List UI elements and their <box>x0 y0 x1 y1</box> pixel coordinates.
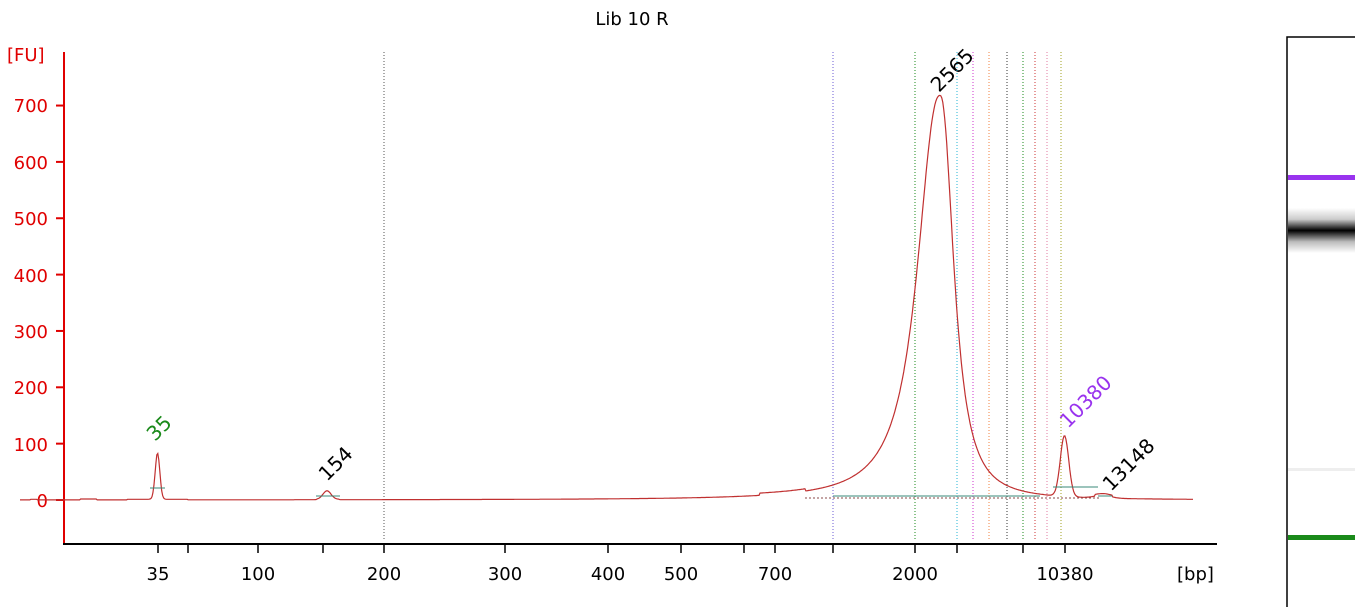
peak-label: 2565 <box>926 44 979 97</box>
signal-trace <box>20 94 1193 501</box>
x-tick-label: 700 <box>758 564 792 585</box>
y-tick-label: 400 <box>14 266 48 287</box>
y-tick-label: 500 <box>14 209 48 230</box>
y-tick-label: 600 <box>14 153 48 174</box>
x-tick-label: 400 <box>591 564 625 585</box>
y-axis-label: [FU] <box>7 45 45 66</box>
marker-lines-layer <box>383 52 1062 540</box>
gel-faint-band <box>1288 468 1355 471</box>
trace-layer <box>20 94 1193 501</box>
gel-lane <box>1286 36 1355 607</box>
x-tick-label: 35 <box>147 564 170 585</box>
y-tick-label: 200 <box>14 378 48 399</box>
gel-lower-marker-band <box>1288 535 1355 540</box>
y-tick-label: 700 <box>14 96 48 117</box>
peak-label: 10380 <box>1055 371 1117 433</box>
peak-label: 35 <box>142 411 177 446</box>
x-tick-label: 2000 <box>892 564 938 585</box>
gel-sample-band <box>1288 208 1355 253</box>
y-tick-label: 300 <box>14 322 48 343</box>
x-tick-label: 10380 <box>1036 564 1093 585</box>
x-axis-label: [bp] <box>1177 564 1214 585</box>
y-tick-label: 0 <box>37 491 48 512</box>
peak-label: 13148 <box>1098 434 1160 496</box>
chart-title: Lib 10 R <box>595 9 668 30</box>
peak-label: 154 <box>314 442 358 486</box>
x-tick-label: 100 <box>241 564 275 585</box>
gel-lane-frame <box>1286 36 1355 607</box>
x-tick-label: 300 <box>488 564 522 585</box>
axes-layer <box>56 52 1217 553</box>
y-tick-label: 100 <box>14 435 48 456</box>
gel-upper-marker-band <box>1288 175 1355 180</box>
x-tick-label: 200 <box>367 564 401 585</box>
x-tick-label: 500 <box>664 564 698 585</box>
